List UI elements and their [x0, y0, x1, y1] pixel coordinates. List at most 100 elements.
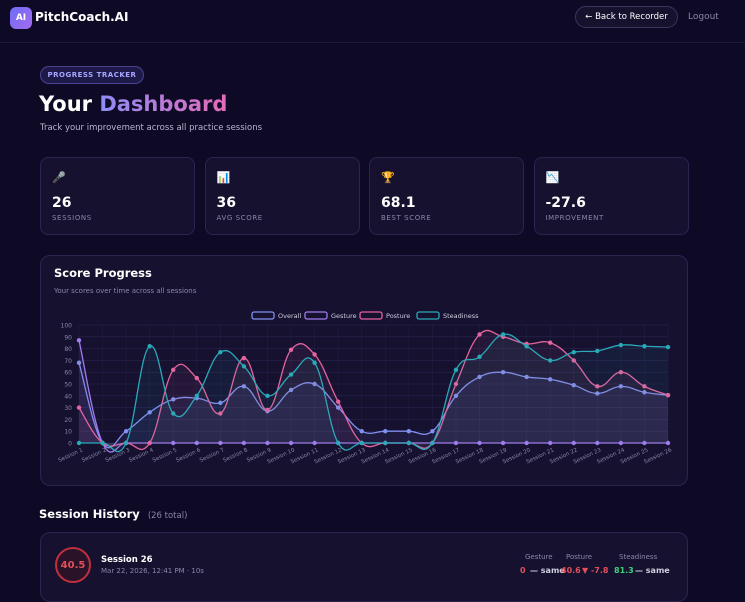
series-area: [79, 334, 668, 452]
y-tick-label: 100: [61, 323, 73, 330]
back-button[interactable]: ← Back to Recorder: [575, 6, 678, 28]
point: [430, 440, 435, 446]
legend-swatch: [359, 311, 383, 320]
point: [524, 344, 529, 349]
subtitle: Track your improvement across all practi…: [40, 123, 263, 133]
point: [383, 429, 388, 434]
metric-label: Gesture: [525, 553, 553, 561]
stat-card: 🏆 68.1 BEST SCORE: [369, 157, 524, 235]
legend-swatch: [304, 311, 328, 320]
session-score: 40.5: [55, 547, 91, 583]
title-highlight: Dashboard: [99, 92, 228, 116]
point: [595, 348, 600, 354]
legend-label: Posture: [386, 312, 410, 320]
session-name: Session 26: [101, 555, 153, 565]
badge: PROGRESS TRACKER: [40, 66, 144, 84]
stat-card: 🎤 26 SESSIONS: [40, 157, 195, 235]
x-tick-label: Session 6: [175, 447, 202, 464]
stat-icon: 📉: [545, 171, 560, 184]
point: [571, 358, 576, 363]
series-line: [78, 329, 669, 451]
point: [548, 377, 553, 382]
point: [265, 440, 270, 446]
point: [359, 440, 364, 446]
title: Your Dashboard: [39, 92, 227, 116]
point: [477, 440, 482, 446]
point: [194, 393, 199, 398]
point: [665, 392, 671, 398]
title-prefix: Your: [39, 92, 93, 116]
legend-label: Overall: [278, 312, 301, 320]
legend-label: Gesture: [331, 312, 357, 320]
x-tick-label: Session 7: [199, 447, 226, 464]
point: [571, 349, 576, 355]
stat-icon: 🎤: [52, 171, 66, 184]
point: [571, 382, 576, 388]
point: [524, 440, 529, 446]
stat-label: AVG SCORE: [216, 214, 263, 222]
point: [241, 384, 247, 389]
point: [406, 429, 412, 434]
chart-card: [40, 255, 688, 486]
y-tick-label: 90: [64, 334, 72, 341]
metric-change: — same: [635, 566, 670, 575]
point: [76, 440, 82, 446]
point: [477, 354, 482, 360]
point: [665, 344, 671, 350]
session-date: Mar 22, 2026, 12:41 PM · 10s: [101, 567, 204, 575]
point: [288, 440, 294, 446]
series-area: [79, 330, 668, 450]
metric-change: ▼ -7.8: [582, 566, 609, 575]
point: [618, 384, 624, 389]
point: [359, 429, 364, 434]
point: [453, 381, 459, 387]
point: [312, 352, 317, 357]
point: [500, 370, 506, 375]
point: [147, 344, 152, 349]
point: [288, 372, 294, 377]
point: [194, 375, 199, 381]
point: [524, 374, 529, 380]
history-count: (26 total): [147, 511, 188, 521]
point: [312, 440, 317, 446]
point: [218, 440, 223, 446]
point: [123, 440, 129, 446]
point: [453, 367, 459, 373]
point: [500, 332, 506, 337]
point: [76, 360, 82, 365]
point: [595, 384, 600, 389]
point: [100, 440, 105, 446]
metric-label: Posture: [566, 553, 593, 561]
history-heading: Session History: [39, 507, 140, 521]
y-tick-label: 50: [64, 382, 72, 389]
point: [335, 440, 341, 446]
logout[interactable]: Logout: [688, 12, 719, 22]
y-tick-label: 10: [64, 429, 72, 436]
y-tick-label: 70: [64, 358, 72, 365]
point: [595, 440, 600, 446]
point: [618, 342, 624, 348]
point: [642, 440, 647, 446]
y-tick-label: 20: [64, 417, 72, 424]
brand: PitchCoach.AI: [35, 10, 129, 24]
point: [312, 360, 317, 365]
point: [477, 332, 482, 337]
stat-label: SESSIONS: [52, 214, 92, 222]
point: [665, 440, 671, 446]
point: [76, 338, 82, 343]
point: [147, 440, 152, 446]
point: [335, 399, 341, 404]
point: [171, 440, 176, 446]
point: [618, 370, 624, 375]
series-area: [79, 362, 668, 448]
point: [171, 411, 176, 416]
point: [453, 393, 459, 398]
stat-card: 📉 -27.6 IMPROVEMENT: [533, 157, 689, 235]
metric-value: 81.3: [614, 566, 634, 575]
point: [218, 411, 223, 416]
legend-label: Steadiness: [443, 312, 479, 320]
point: [642, 384, 647, 389]
stat-icon: 🏆: [381, 171, 395, 184]
point: [548, 358, 553, 363]
series-line: [79, 333, 669, 453]
